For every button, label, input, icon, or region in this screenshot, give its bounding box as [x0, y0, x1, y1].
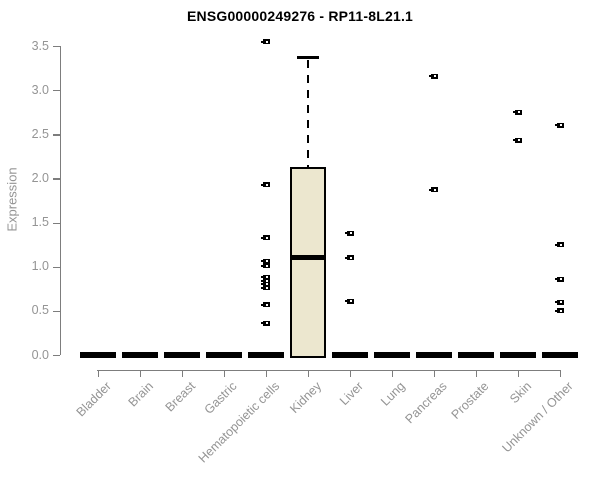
y-tick-label: 3.5: [31, 38, 49, 53]
outlier-point: [260, 285, 270, 291]
outlier-point: [512, 137, 522, 143]
x-tick-label: Liver: [336, 379, 366, 409]
x-tick-label: Breast: [162, 379, 198, 415]
x-tick: [476, 370, 478, 377]
outlier-point: [260, 302, 270, 308]
boxplot-box: [290, 166, 326, 358]
boxplot-bar-collapsed: [164, 352, 200, 358]
x-tick: [518, 370, 520, 377]
boxplot-bar-collapsed: [374, 352, 410, 358]
y-axis-label: Expression: [4, 167, 20, 232]
y-tick-label: 1.5: [31, 215, 49, 230]
y-tick: [53, 178, 60, 180]
outlier-point: [554, 299, 564, 305]
boxplot-bar-collapsed: [416, 352, 452, 358]
y-tick-label: 0.0: [31, 347, 49, 362]
outlier-point: [344, 298, 354, 304]
y-tick-label: 0.5: [31, 303, 49, 318]
x-tick-label: Prostate: [449, 379, 492, 422]
x-tick: [308, 370, 310, 377]
boxplot-bar-collapsed: [458, 352, 494, 358]
outlier-point: [428, 187, 438, 193]
y-tick: [53, 90, 60, 92]
outlier-point: [260, 258, 270, 264]
x-tick-label: Brain: [125, 379, 156, 410]
y-tick: [53, 222, 60, 224]
outlier-point: [554, 308, 564, 314]
y-tick: [53, 266, 60, 268]
outlier-point: [554, 276, 564, 282]
outlier-point: [344, 230, 354, 236]
boxplot-bar-collapsed: [122, 352, 158, 358]
x-tick-label: Hematopoietic cells: [195, 379, 282, 466]
x-tick: [350, 370, 352, 377]
outlier-point: [554, 122, 564, 128]
x-tick: [560, 370, 562, 377]
median-line: [290, 255, 326, 261]
y-tick-label: 2.0: [31, 170, 49, 185]
x-tick: [98, 370, 100, 377]
x-tick-label: Kidney: [286, 379, 324, 416]
outlier-point: [512, 109, 522, 115]
y-tick-label: 1.0: [31, 259, 49, 274]
chart-title: ENSG00000249276 - RP11-8L21.1: [186, 8, 414, 24]
outlier-point: [260, 39, 270, 45]
y-tick-label: 3.0: [31, 82, 49, 97]
x-tick-label: Gastric: [202, 379, 240, 417]
x-tick-label: Skin: [506, 379, 534, 407]
x-tick: [392, 370, 394, 377]
y-tick-label: 2.5: [31, 126, 49, 141]
outlier-point: [260, 278, 270, 284]
boxplot-bar-collapsed: [80, 352, 116, 358]
outlier-point: [260, 235, 270, 241]
x-axis-line: [97, 370, 561, 372]
outlier-point: [260, 320, 270, 326]
whisker-line: [307, 59, 309, 167]
boxplot-bar-collapsed: [332, 352, 368, 358]
x-tick: [266, 370, 268, 377]
x-tick-label: Bladder: [73, 379, 114, 420]
boxplot-bar-collapsed: [500, 352, 536, 358]
boxplot-bar-collapsed: [542, 352, 578, 358]
x-tick: [140, 370, 142, 377]
outlier-point: [344, 255, 354, 261]
outlier-point: [260, 263, 270, 269]
x-tick: [182, 370, 184, 377]
boxplot-bar-collapsed: [248, 352, 284, 358]
outlier-point: [260, 281, 270, 287]
y-axis-line: [60, 46, 62, 355]
boxplot-bar-collapsed: [206, 352, 242, 358]
y-tick: [53, 46, 60, 48]
x-tick: [224, 370, 226, 377]
outlier-point: [428, 73, 438, 79]
y-tick: [53, 134, 60, 136]
whisker-cap: [297, 55, 319, 59]
y-tick: [53, 355, 60, 357]
outlier-point: [260, 274, 270, 280]
x-tick-label: Lung: [378, 379, 408, 409]
outlier-point: [260, 182, 270, 188]
x-tick: [434, 370, 436, 377]
outlier-point: [554, 242, 564, 248]
y-tick: [53, 310, 60, 313]
x-tick-label: Pancreas: [402, 379, 450, 427]
